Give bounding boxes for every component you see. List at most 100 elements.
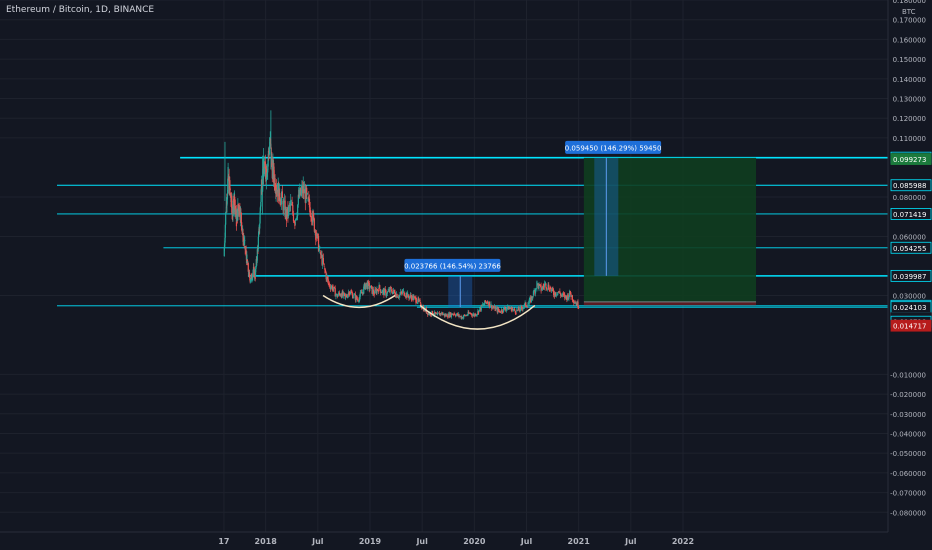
candle-body <box>361 292 363 294</box>
candle-body <box>481 304 483 306</box>
candle-body <box>348 292 350 296</box>
candle-body <box>397 297 400 298</box>
candle-body <box>406 293 408 298</box>
candle-body <box>501 309 503 312</box>
candle-body <box>308 197 310 199</box>
candle-body <box>225 212 227 225</box>
candle-body <box>497 308 499 313</box>
x-tick-label: 17 <box>218 537 229 546</box>
candle-body <box>383 289 385 296</box>
candle-body <box>571 295 573 297</box>
candle-body <box>374 289 376 294</box>
candle-body <box>283 200 286 202</box>
candle-body <box>388 289 391 292</box>
candle-body <box>457 313 459 316</box>
candle-body <box>445 315 447 317</box>
candle-body <box>258 231 260 237</box>
candle-body <box>404 295 406 297</box>
candle-body <box>288 205 290 207</box>
candle-body <box>275 190 277 195</box>
grid-lines <box>0 0 888 532</box>
candle-body <box>343 292 345 294</box>
candle-body <box>566 297 568 300</box>
candle-body <box>331 286 334 291</box>
candle-body <box>256 249 258 261</box>
candle-body <box>470 313 472 315</box>
candle-body <box>483 304 485 306</box>
candle-body <box>540 285 542 292</box>
candle-body <box>567 294 569 300</box>
candle-body <box>554 292 556 297</box>
candle-body <box>484 300 486 305</box>
candle-body <box>478 309 480 312</box>
candle-body <box>546 288 548 290</box>
candle-body <box>304 189 306 194</box>
candle-body <box>389 287 391 292</box>
candle-body <box>326 276 328 280</box>
candle-body <box>346 296 348 298</box>
candle-body <box>311 212 313 223</box>
price-tag-bg <box>890 153 932 165</box>
candle-body <box>529 297 531 300</box>
candle-body <box>420 303 422 307</box>
candle-body <box>364 283 366 289</box>
candle-body <box>229 188 231 191</box>
candle-body <box>254 277 256 280</box>
candle-body <box>520 306 522 310</box>
x-tick-label: 2021 <box>568 537 591 546</box>
candle-body <box>430 315 432 317</box>
candle-body <box>402 289 404 291</box>
candle-body <box>286 207 288 217</box>
candle-body <box>541 289 543 291</box>
candle-body <box>424 309 426 312</box>
candle-body <box>521 306 523 309</box>
candle-body <box>279 193 281 200</box>
candle-body <box>573 302 576 304</box>
candle-body <box>372 289 374 294</box>
candle-body <box>409 296 411 299</box>
candle-body <box>386 291 388 294</box>
candle-body <box>363 286 365 294</box>
candle-body <box>466 315 468 317</box>
candle-body <box>569 291 571 297</box>
candle-body <box>571 295 574 301</box>
candle-body <box>559 293 562 296</box>
candle-body <box>245 250 247 257</box>
candle-body <box>432 310 434 315</box>
candle-body <box>412 295 414 300</box>
candle-body <box>421 307 423 309</box>
candle-body <box>495 308 497 310</box>
candle-body <box>369 288 371 290</box>
candle-body <box>416 299 418 304</box>
candle-body <box>514 308 516 311</box>
price-tag-label: 0.024103 <box>893 304 926 312</box>
candle-body <box>443 313 445 315</box>
candle-body <box>524 302 526 306</box>
candle-body <box>415 297 417 303</box>
measure-label-bg <box>565 140 662 154</box>
price-tag-label: 0.014717 <box>893 323 926 331</box>
candle-body <box>467 311 469 316</box>
x-tick-label: 2019 <box>359 537 382 546</box>
candle-body <box>320 252 322 255</box>
y-tick-label: 0.150000 <box>893 56 926 64</box>
candle-body <box>436 312 439 316</box>
candle-body <box>355 295 357 301</box>
candle-body <box>365 282 368 284</box>
candle-body <box>380 292 382 294</box>
candle-body <box>237 204 239 220</box>
candle-body <box>321 254 323 265</box>
candle-body <box>555 294 558 296</box>
candle-body <box>377 289 379 291</box>
candle-body <box>475 314 477 316</box>
candle-body <box>479 307 481 310</box>
candle-body <box>352 297 354 299</box>
candle-body <box>287 207 289 216</box>
measure-label: 0.059450 (146.29%) 59450 <box>565 144 662 152</box>
candle-body <box>347 294 349 298</box>
horizontal-levels <box>57 156 888 308</box>
candle-body <box>532 291 535 296</box>
candle-body <box>555 292 557 296</box>
candle-body <box>444 314 446 317</box>
